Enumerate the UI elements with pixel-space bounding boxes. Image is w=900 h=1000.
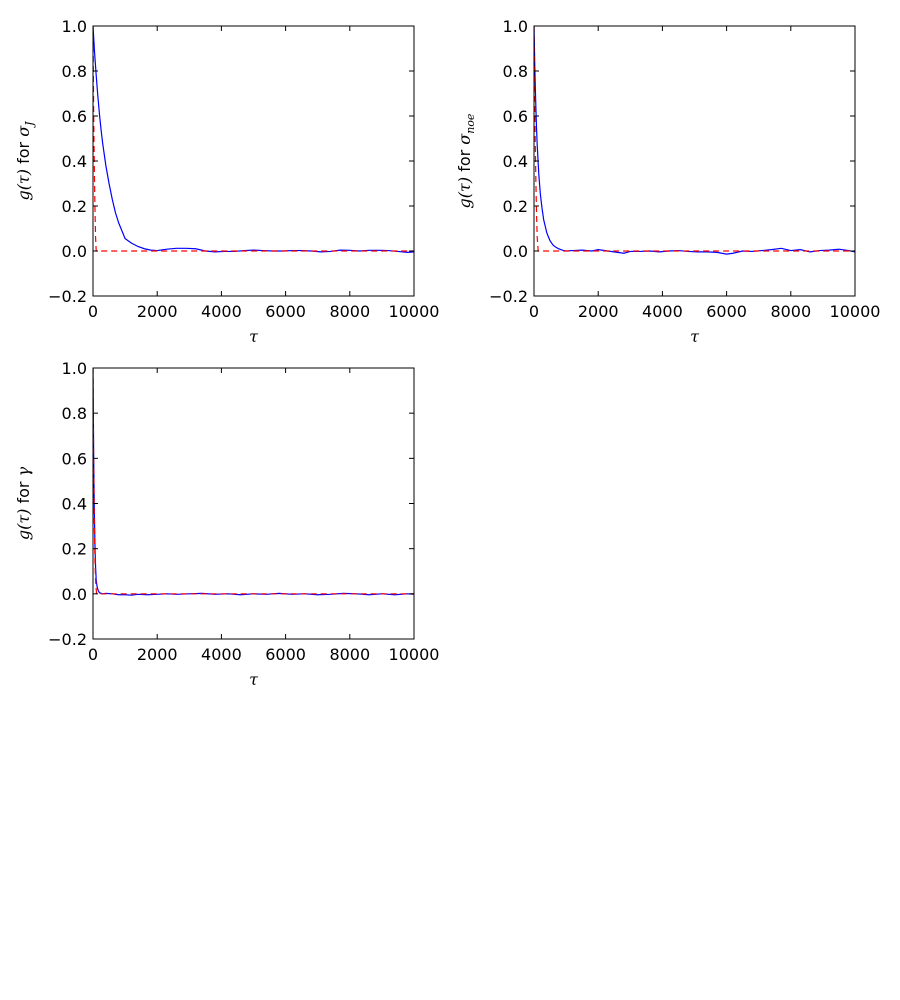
y-tick-label: −0.2 [489,287,528,306]
y-tick-label: 0.2 [503,197,528,216]
x-tick-label: 4000 [201,302,242,321]
x-axis-label: τ [249,327,259,346]
x-tick-label: 10000 [389,302,440,321]
x-tick-label: 0 [88,302,98,321]
y-tick-label: −0.2 [48,287,87,306]
exp-fit-line [534,26,855,252]
x-tick-label: 6000 [265,645,306,664]
x-tick-label: 2000 [137,302,178,321]
plot-frame [533,25,856,297]
x-tick-label: 0 [529,302,539,321]
chart-panel-1: 0 2000 4000 6000 8000 10000 −0.2 0.0 0.2 0.4 0.6 0.… [14,17,439,346]
y-tick-label: 0.2 [62,197,87,216]
x-axis-label: τ [249,670,259,689]
y-tick-label: 0.0 [503,242,528,261]
y-axis-label: g(τ) for σnoe [455,113,477,208]
chart-panel-3: 0 2000 4000 6000 8000 10000 −0.2 0.0 0.2 0.4 0.6 0.… [14,359,439,689]
x-tick-label: 6000 [265,302,306,321]
acf-line [93,368,414,596]
x-tick-label: 8000 [329,645,370,664]
x-tick-label: 2000 [137,645,178,664]
y-tick-label: 1.0 [62,359,87,378]
y-tick-label: 1.0 [62,17,87,36]
exp-fit-line [93,26,414,252]
y-tick-label: 0.0 [62,585,87,604]
y-tick-label: 0.8 [62,62,87,81]
y-tick-label: 0.4 [62,495,87,514]
x-tick-label: 8000 [770,302,811,321]
x-tick-label: 8000 [329,302,370,321]
plot-frame [92,367,415,640]
y-tick-label: 0.6 [62,449,87,468]
acf-line [534,26,855,255]
y-tick-label: 0.0 [62,242,87,261]
x-tick-label: 10000 [830,302,881,321]
x-tick-label: 4000 [642,302,683,321]
y-tick-label: 0.8 [503,62,528,81]
x-tick-label: 10000 [389,645,440,664]
y-tick-label: −0.2 [48,630,87,649]
y-axis-label: g(τ) for σJ [14,121,36,201]
x-axis-label: τ [690,327,700,346]
y-tick-label: 0.6 [503,107,528,126]
y-tick-label: 0.4 [503,152,528,171]
x-tick-label: 4000 [201,645,242,664]
y-tick-label: 0.2 [62,540,87,559]
y-tick-label: 0.6 [62,107,87,126]
x-tick-label: 0 [88,645,98,664]
plot-frame [92,25,415,297]
y-tick-label: 0.4 [62,152,87,171]
chart-panel-2: 0 2000 4000 6000 8000 10000 −0.2 0.0 0.2 0.4 0.6 0.… [455,17,880,346]
y-axis-label: g(τ) for γ [14,466,33,540]
x-tick-label: 2000 [578,302,619,321]
exp-fit-line [93,368,414,595]
y-tick-label: 0.8 [62,404,87,423]
y-tick-label: 1.0 [503,17,528,36]
acf-line [93,26,414,253]
x-tick-label: 6000 [706,302,747,321]
